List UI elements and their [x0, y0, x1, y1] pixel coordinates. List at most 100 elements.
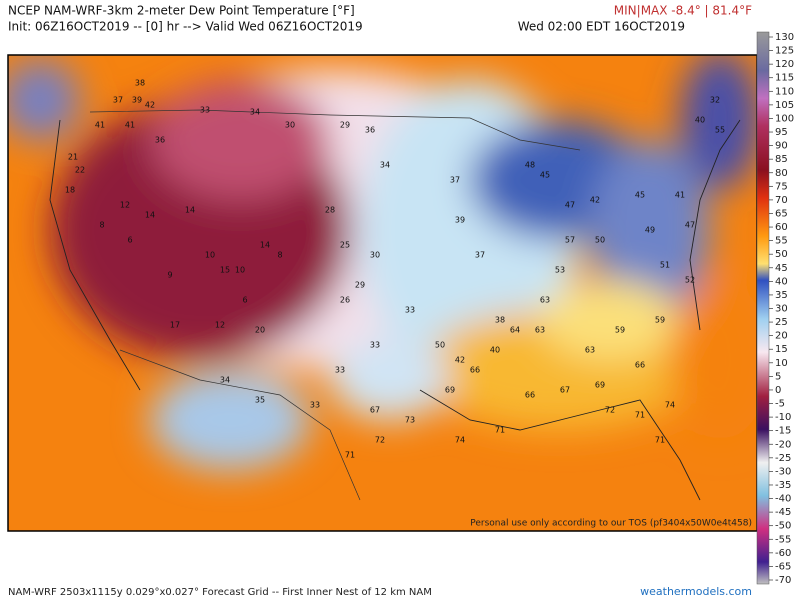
station-value: 30	[285, 121, 295, 130]
station-value: 41	[95, 121, 105, 130]
station-value: 66	[525, 391, 535, 400]
station-value: 33	[335, 366, 345, 375]
station-value: 69	[595, 381, 605, 390]
station-value: 40	[490, 346, 500, 355]
station-value: 20	[255, 326, 265, 335]
station-value: 72	[605, 406, 615, 415]
colorbar-label: -50	[775, 521, 791, 532]
station-value: 42	[145, 101, 155, 110]
station-value: 9	[167, 271, 172, 280]
station-value: 34	[250, 108, 260, 117]
colorbar-label: -35	[775, 480, 791, 491]
colorbar-label: 65	[775, 208, 788, 219]
station-value: 42	[590, 196, 600, 205]
colorbar-label: -55	[775, 534, 791, 545]
station-value: 33	[405, 306, 415, 315]
station-value: 34	[380, 161, 390, 170]
colorbar-label: -70	[775, 575, 791, 586]
min-max: MIN|MAX -8.4° | 81.4°F	[614, 4, 752, 18]
colorbar-label: 60	[775, 222, 788, 233]
station-value: 59	[655, 316, 665, 325]
station-value: 14	[145, 211, 155, 220]
colorbar-label: 40	[775, 276, 788, 287]
station-value: 33	[200, 106, 210, 115]
valid-local: Wed 02:00 EDT 16OCT2019	[518, 20, 685, 34]
colorbar-label: -20	[775, 439, 791, 450]
station-value: 71	[495, 426, 505, 435]
station-value: 12	[120, 201, 130, 210]
station-value: 10	[205, 251, 215, 260]
station-value: 51	[660, 261, 670, 270]
station-value: 41	[675, 191, 685, 200]
station-value: 63	[535, 326, 545, 335]
title: NCEP NAM-WRF-3km 2-meter Dew Point Tempe…	[8, 4, 355, 18]
grid-info: NAM-WRF 2503x1115y 0.029°x0.027° Forecas…	[8, 587, 432, 598]
station-value: 71	[635, 411, 645, 420]
station-value: 32	[710, 96, 720, 105]
watermark: Personal use only according to our TOS (…	[470, 519, 752, 529]
station-value: 67	[560, 386, 570, 395]
colorbar-label: 125	[775, 46, 794, 57]
station-value: 59	[615, 326, 625, 335]
station-value: 63	[585, 346, 595, 355]
colorbar-label: -25	[775, 453, 791, 464]
station-value: 10	[235, 266, 245, 275]
colorbar-label: 50	[775, 249, 788, 260]
colorbar-label: 35	[775, 290, 788, 301]
station-value: 6	[127, 236, 132, 245]
station-value: 34	[220, 376, 230, 385]
station-value: 67	[370, 406, 380, 415]
colorbar-label: -15	[775, 426, 791, 437]
station-value: 47	[685, 221, 695, 230]
colorbar-label: 110	[775, 86, 794, 97]
station-value: 71	[655, 436, 665, 445]
station-value: 38	[135, 79, 145, 88]
station-value: 53	[555, 266, 565, 275]
station-value: 30	[370, 251, 380, 260]
station-value: 39	[132, 96, 142, 105]
colorbar-label: 5	[775, 371, 781, 382]
site: weathermodels.com	[640, 585, 752, 598]
colorbar-label: 10	[775, 358, 788, 369]
station-value: 22	[75, 166, 85, 175]
colorbar-label: 25	[775, 317, 788, 328]
station-value: 8	[99, 221, 104, 230]
station-value: 50	[435, 341, 445, 350]
colorbar-label: 15	[775, 344, 788, 355]
station-value: 74	[455, 436, 465, 445]
station-value: 21	[68, 153, 78, 162]
colorbar-label: -30	[775, 466, 791, 477]
colorbar-label: 80	[775, 168, 788, 179]
station-value: 73	[405, 416, 415, 425]
station-value: 36	[155, 136, 165, 145]
station-value: 36	[365, 126, 375, 135]
station-value: 45	[635, 191, 645, 200]
station-value: 41	[125, 121, 135, 130]
init-time: Init: 06Z16OCT2019 -- [0] hr --> Valid W…	[8, 20, 363, 34]
station-value: 55	[715, 126, 725, 135]
station-value: 6	[242, 296, 247, 305]
station-value: 47	[565, 201, 575, 210]
station-value: 71	[345, 451, 355, 460]
colorbar-label: 100	[775, 113, 794, 124]
station-value: 57	[565, 236, 575, 245]
station-value: 37	[450, 176, 460, 185]
colorbar-label: 105	[775, 100, 794, 111]
colorbar-label: 30	[775, 304, 788, 315]
station-value: 14	[185, 206, 195, 215]
colorbar-label: 115	[775, 73, 794, 84]
station-value: 66	[470, 366, 480, 375]
station-value: 37	[475, 251, 485, 260]
station-value: 50	[595, 236, 605, 245]
station-value: 48	[525, 161, 535, 170]
map-field	[8, 55, 757, 531]
station-value: 45	[540, 171, 550, 180]
colorbar-label: 130	[775, 32, 794, 43]
station-value: 15	[220, 266, 230, 275]
colorbar-label: 45	[775, 263, 788, 274]
station-value: 14	[260, 241, 270, 250]
station-value: 33	[370, 341, 380, 350]
colorbar-label: -60	[775, 548, 791, 559]
station-value: 40	[695, 116, 705, 125]
